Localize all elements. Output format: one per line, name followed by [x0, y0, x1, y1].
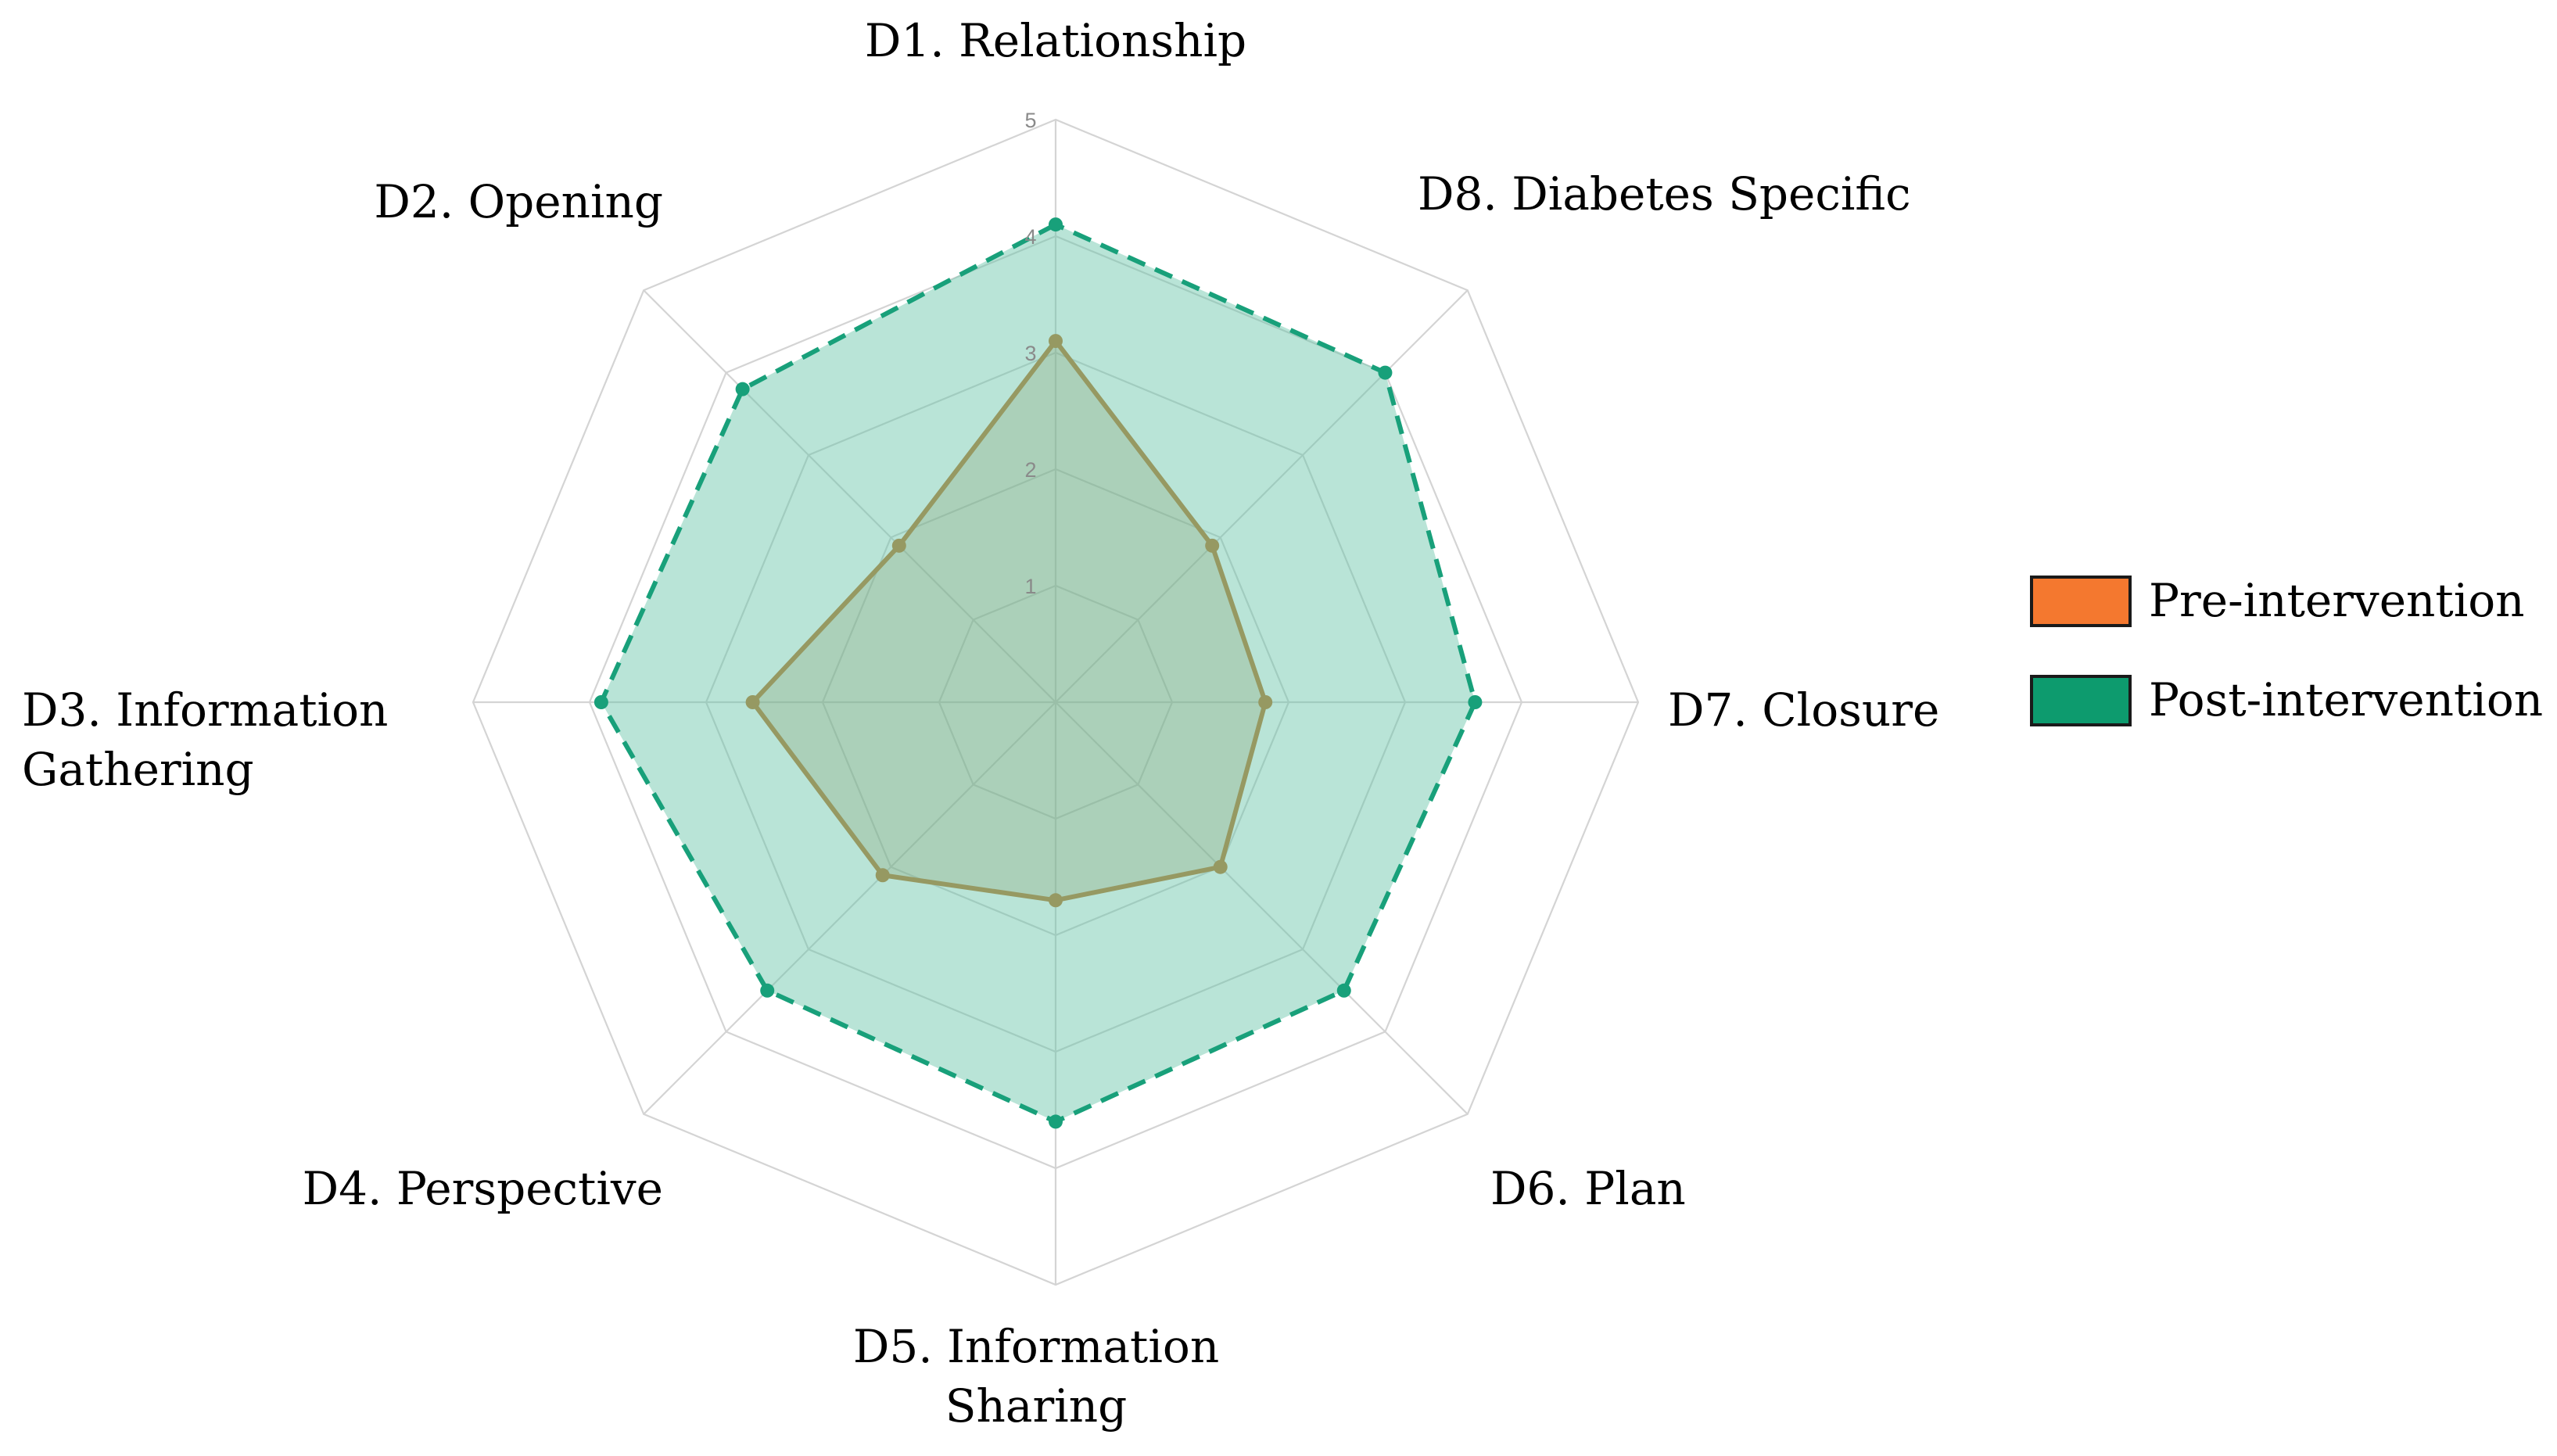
pre-intervention-point-2: [891, 538, 906, 553]
radar-grid: [472, 118, 1640, 1286]
tick-label-1: 1: [1024, 575, 1036, 598]
tick-label-4: 4: [1024, 225, 1036, 249]
axis-label-d5: D5. Information Sharing: [853, 1320, 1219, 1433]
radar-axis-labels: D1. Relationship D2. Opening D3. Informati…: [22, 14, 1939, 1433]
pre-intervention-point-5: [1049, 893, 1063, 908]
post-intervention-point-5: [1049, 1114, 1063, 1129]
tick-label-5: 5: [1024, 109, 1036, 132]
axis-label-d4: D4. Perspective: [303, 1162, 663, 1215]
post-intervention-point-4: [760, 983, 775, 998]
grid-spoke-2: [643, 289, 1056, 703]
axis-label-d3: D3. Information Gathering: [22, 683, 388, 796]
radar-series: [594, 217, 1483, 1129]
pre-intervention-point-1: [1049, 334, 1063, 349]
axis-label-d8: D8. Diabetes Specific: [1418, 167, 1911, 221]
legend: Pre-intervention Post-intervention: [2030, 574, 2543, 726]
axis-label-d1: D1. Relationship: [865, 14, 1246, 67]
post-intervention-point-7: [1468, 695, 1483, 709]
axis-label-d7: D7. Closure: [1668, 683, 1939, 737]
legend-label-pre-intervention: Pre-intervention: [2149, 574, 2525, 627]
grid-spoke-6: [1055, 701, 1469, 1115]
grid-spoke-8: [1055, 289, 1469, 703]
axis-label-d6: D6. Plan: [1490, 1162, 1686, 1215]
pre-intervention-area: [752, 341, 1266, 901]
radar-tick-labels: 1 2 3 4 5: [1024, 109, 1036, 598]
post-intervention-point-8: [1378, 365, 1393, 380]
post-intervention-point-2: [735, 382, 750, 396]
pre-intervention-point-6: [1213, 859, 1228, 874]
post-intervention-area: [601, 224, 1476, 1122]
post-intervention-point-3: [594, 695, 608, 709]
pre-intervention-point-8: [1205, 538, 1220, 553]
tick-label-2: 2: [1024, 458, 1036, 482]
legend-swatch-post-intervention: [2030, 675, 2132, 726]
pre-intervention-point-7: [1258, 695, 1273, 709]
pre-intervention-point-3: [745, 695, 760, 709]
legend-swatch-pre-intervention: [2030, 576, 2132, 627]
axis-label-d2: D2. Opening: [374, 175, 663, 228]
post-intervention-point-6: [1336, 983, 1351, 998]
post-intervention-point-1: [1049, 217, 1063, 232]
legend-label-post-intervention: Post-intervention: [2149, 673, 2543, 726]
pre-intervention-point-4: [875, 868, 890, 883]
grid-spoke-4: [643, 701, 1056, 1115]
tick-label-3: 3: [1024, 342, 1036, 365]
